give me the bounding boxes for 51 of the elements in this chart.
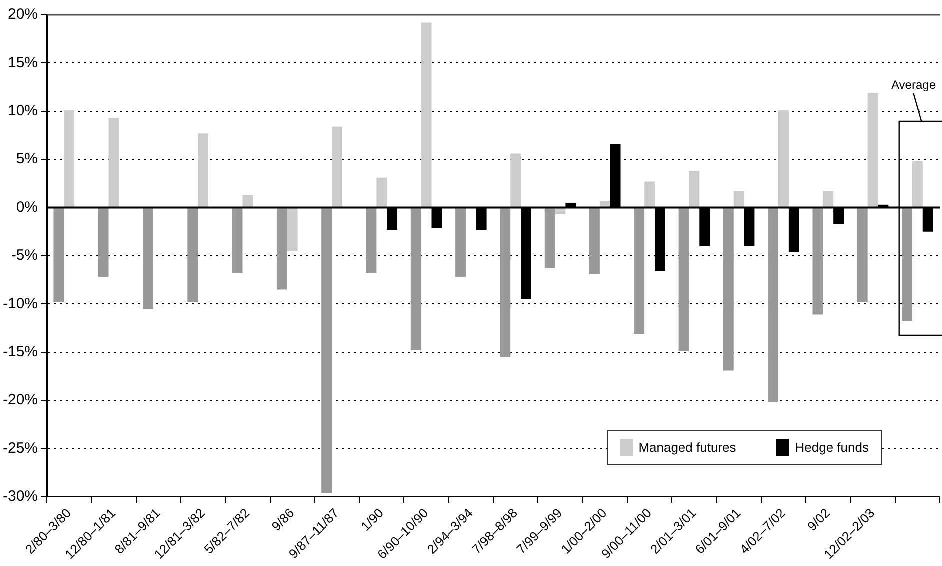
legend-label: Hedge funds — [795, 440, 869, 455]
bar — [287, 208, 298, 252]
bar — [54, 208, 64, 302]
y-tick-label: -5% — [11, 247, 38, 264]
bar — [902, 208, 912, 322]
bar — [410, 208, 422, 350]
y-tick-label: -20% — [2, 392, 38, 409]
bar — [232, 208, 243, 274]
bar — [64, 110, 75, 208]
legend-label: Managed futures — [638, 440, 736, 455]
bar — [500, 208, 511, 358]
bar — [544, 208, 556, 269]
y-tick-label: 15% — [8, 54, 38, 72]
y-tick-label: -10% — [2, 295, 38, 312]
y-tick-label: -30% — [2, 488, 38, 506]
bar — [778, 110, 789, 208]
bar — [912, 162, 923, 208]
bar — [98, 208, 109, 278]
y-tick-label: 20% — [8, 6, 38, 24]
bar — [322, 208, 332, 494]
bar — [812, 208, 824, 315]
bar — [143, 208, 154, 309]
bar — [366, 208, 377, 274]
bar — [644, 182, 655, 208]
bar — [634, 208, 645, 334]
bar — [276, 208, 288, 290]
bar — [678, 208, 690, 352]
bar — [857, 208, 868, 302]
y-tick-label: 10% — [8, 102, 38, 120]
bar — [734, 191, 744, 208]
bar — [198, 134, 208, 208]
bar — [600, 201, 610, 208]
bar — [689, 171, 700, 208]
y-tick-label: -15% — [2, 344, 38, 361]
bar — [188, 208, 198, 302]
bar — [421, 22, 432, 208]
bar — [242, 195, 254, 208]
bar — [510, 154, 522, 208]
y-tick-label: 0% — [16, 198, 38, 216]
bar — [108, 118, 120, 208]
y-tick-label: 5% — [16, 150, 38, 168]
annotation: Average — [892, 78, 936, 92]
bar — [376, 178, 388, 208]
bar — [723, 208, 734, 371]
bar — [590, 208, 600, 274]
bar — [823, 191, 834, 208]
bar — [456, 208, 466, 278]
bar — [768, 208, 779, 402]
bar — [332, 126, 342, 208]
bar — [868, 93, 878, 208]
y-tick-label: -25% — [2, 440, 38, 457]
